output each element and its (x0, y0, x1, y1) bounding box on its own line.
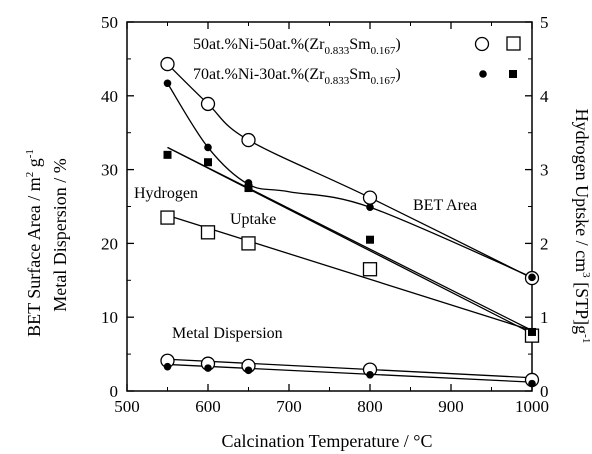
fit-line-3 (167, 146, 533, 335)
bet-area-alloy2-point (528, 273, 536, 282)
x-tick-label: 1000 (515, 397, 549, 416)
legend-entry-1-label: 50at.%Ni-50at.%(Zr0.833Sm0.167) (193, 36, 401, 57)
annotation-metal-dispersion: Metal Dispersion (172, 325, 283, 342)
hydrogen-uptake-alloy2-point (244, 184, 253, 193)
bet-area-alloy1-point (200, 96, 216, 112)
metal-dispersion-alloy2-point (244, 366, 253, 375)
hydrogen-uptake-alloy1-point (160, 210, 175, 225)
bet-curve-2 (166, 82, 533, 278)
hydrogen-uptake-alloy2-point (204, 158, 212, 167)
bet-area-alloy2-point (163, 79, 172, 88)
hydrogen-uptake-alloy1-point (241, 236, 256, 251)
bet-area-alloy2-point (366, 203, 374, 212)
bet-area-alloy2-point (204, 143, 212, 152)
x-tick-label: 800 (357, 397, 383, 416)
y-right-tick-label: 0 (540, 382, 549, 401)
x-axis-label: Calcination Temperature / °C (221, 431, 432, 451)
y-axis-left-label-line1: BET Surface Area / m2 g-1 (24, 149, 44, 337)
legend-filled-square-marker (509, 70, 517, 78)
y-right-tick-label: 5 (540, 13, 549, 32)
bet-area-alloy1-point (160, 56, 175, 72)
metal-dispersion-alloy2-point (163, 362, 172, 371)
y-right-tick-label: 2 (540, 234, 549, 253)
x-tick-label: 600 (195, 397, 221, 416)
hydrogen-uptake-alloy2-point (366, 235, 374, 244)
legend-filled-circle-marker (479, 70, 487, 78)
hydrogen-uptake-alloy2-point (528, 327, 536, 336)
legend: 50at.%Ni-50at.%(Zr0.833Sm0.167) 70at.%Ni… (193, 36, 521, 87)
legend-entry-2-label: 70at.%Ni-30at.%(Zr0.833Sm0.167) (193, 66, 401, 87)
annotation-hydrogen: Hydrogen (134, 185, 198, 202)
legend-open-circle-marker (474, 36, 490, 52)
y-right-tick-label: 1 (540, 308, 549, 327)
hydrogen-uptake-alloy1-point (362, 262, 378, 277)
y-axis-left-label-line2: Metal Dispersion / % (50, 158, 70, 311)
legend-open-square-marker (506, 36, 521, 51)
annotation-uptake: Uptake (230, 211, 276, 228)
y-left-tick-label: 50 (101, 13, 118, 32)
metal-dispersion-alloy2-point (366, 370, 374, 379)
y-right-tick-label: 4 (540, 87, 549, 106)
fit-line-5 (167, 363, 533, 383)
y-left-tick-label: 40 (101, 87, 118, 106)
bet-area-alloy1-point (241, 132, 256, 148)
hydrogen-uptake-alloy1-point (200, 225, 216, 240)
x-tick-label: 700 (276, 397, 302, 416)
y-left-tick-label: 30 (101, 161, 118, 180)
data-points (160, 56, 540, 388)
y-right-tick-label: 3 (540, 161, 549, 180)
x-tick-label: 500 (114, 397, 140, 416)
x-tick-label: 900 (438, 397, 464, 416)
bet-area-alloy1-point (362, 190, 378, 205)
bet-curve-1 (167, 63, 533, 279)
y-left-tick-label: 20 (101, 234, 118, 253)
y-left-tick-label: 10 (101, 308, 118, 327)
y-left-tick-label: 0 (110, 382, 119, 401)
metal-dispersion-alloy2-point (528, 379, 536, 388)
y-axis-right-label: Hydrogen Uptske / cm3 [STP]g-1 (572, 109, 592, 344)
hydrogen-uptake-alloy2-point (163, 150, 172, 159)
metal-dispersion-alloy2-point (204, 364, 212, 372)
fit-line-2 (167, 214, 533, 332)
annotation-bet-area: BET Area (413, 197, 477, 214)
fit-line-4 (167, 358, 533, 379)
